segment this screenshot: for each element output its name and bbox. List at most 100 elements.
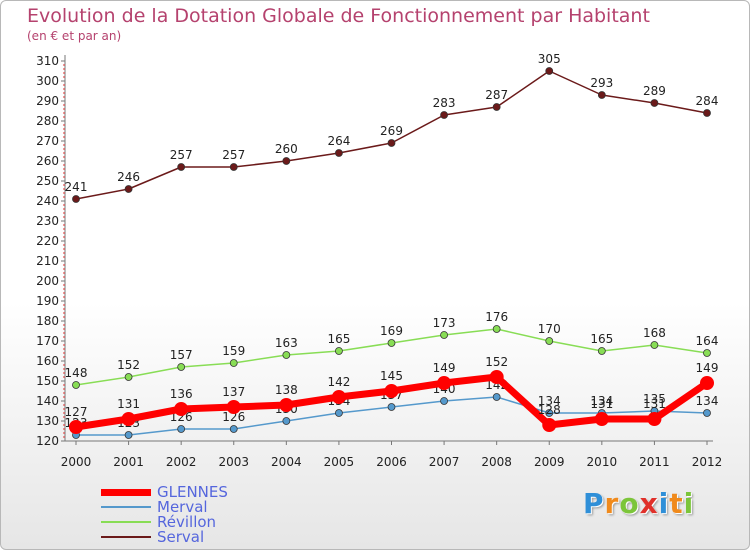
data-label: 168 xyxy=(643,326,666,340)
logo-letter: t xyxy=(669,487,684,520)
data-label: 260 xyxy=(275,142,298,156)
data-label: 269 xyxy=(380,124,403,138)
legend-swatch xyxy=(101,536,151,538)
data-label: 126 xyxy=(222,410,245,424)
logo-letter: P xyxy=(583,487,605,520)
x-tick-label: 2005 xyxy=(324,455,355,469)
legend-label: Serval xyxy=(157,528,205,546)
data-point xyxy=(700,376,714,390)
data-label: 164 xyxy=(696,334,719,348)
y-tick-label: 220 xyxy=(36,234,59,248)
data-point xyxy=(384,384,399,398)
chart-legend: GLENNES Merval Révillon Serval xyxy=(101,483,301,546)
y-tick-label: 240 xyxy=(36,194,59,208)
data-label: 284 xyxy=(696,94,719,108)
data-point xyxy=(387,339,396,347)
data-point xyxy=(440,397,448,405)
data-point xyxy=(545,67,554,75)
logo-letter: i xyxy=(683,487,695,520)
data-label: 163 xyxy=(275,336,298,350)
data-label: 165 xyxy=(590,332,613,346)
y-tick-label: 170 xyxy=(36,334,59,348)
data-label: 131 xyxy=(117,397,140,411)
data-label: 142 xyxy=(327,375,350,389)
data-label: 131 xyxy=(643,397,666,411)
logo-letter: x xyxy=(639,487,659,520)
data-label: 152 xyxy=(485,355,508,369)
data-point xyxy=(489,370,504,384)
y-tick-label: 300 xyxy=(36,74,59,88)
data-point xyxy=(124,431,133,439)
y-tick-label: 140 xyxy=(36,394,59,408)
data-label: 137 xyxy=(222,385,245,399)
chart-title: Evolution de la Dotation Globale de Fonc… xyxy=(27,5,650,27)
data-label: 131 xyxy=(590,397,613,411)
data-point xyxy=(440,111,448,119)
data-point xyxy=(279,398,294,412)
data-point xyxy=(72,195,80,203)
data-label: 134 xyxy=(696,394,719,408)
data-label: 135 xyxy=(643,392,666,406)
data-label: 257 xyxy=(170,148,193,162)
data-point xyxy=(335,347,343,355)
data-label: 159 xyxy=(222,344,245,358)
data-point xyxy=(387,403,396,411)
y-tick-label: 200 xyxy=(36,274,59,288)
data-label: 152 xyxy=(117,358,140,372)
logo-letter: o xyxy=(619,487,640,520)
x-tick-label: 2008 xyxy=(481,455,512,469)
data-point xyxy=(650,99,659,107)
data-point xyxy=(282,417,291,425)
data-point xyxy=(335,409,343,417)
x-tick-label: 2002 xyxy=(166,455,197,469)
data-label: 169 xyxy=(380,324,403,338)
data-point xyxy=(437,376,452,390)
y-tick-label: 310 xyxy=(36,54,59,68)
legend-swatch xyxy=(101,521,151,523)
data-point xyxy=(124,185,133,193)
legend-item: Serval xyxy=(101,528,301,546)
data-label: 127 xyxy=(65,405,88,419)
y-tick-label: 250 xyxy=(36,174,59,188)
data-point xyxy=(282,351,291,359)
data-point xyxy=(331,390,346,404)
legend-item: Révillon xyxy=(101,513,301,531)
data-label: 148 xyxy=(65,366,88,380)
data-label: 283 xyxy=(433,96,456,110)
data-point xyxy=(229,163,238,171)
data-point xyxy=(282,157,291,165)
y-tick-label: 290 xyxy=(36,94,59,108)
data-label: 157 xyxy=(170,348,193,362)
data-point xyxy=(69,420,83,434)
data-point xyxy=(335,149,343,157)
data-point xyxy=(72,381,80,389)
x-tick-label: 2004 xyxy=(271,455,302,469)
x-tick-label: 2001 xyxy=(113,455,144,469)
data-point xyxy=(703,109,711,117)
x-tick-label: 2007 xyxy=(429,455,460,469)
data-label: 176 xyxy=(485,310,508,324)
data-label: 289 xyxy=(643,84,666,98)
data-point xyxy=(124,373,133,381)
data-point xyxy=(229,359,238,367)
data-point xyxy=(597,91,606,99)
data-label: 136 xyxy=(170,387,193,401)
legend-swatch xyxy=(101,488,151,496)
data-point xyxy=(229,425,238,433)
data-point xyxy=(492,325,501,333)
logo-letter: r xyxy=(604,487,620,520)
data-point xyxy=(226,400,241,414)
data-label: 149 xyxy=(433,361,456,375)
data-label: 173 xyxy=(433,316,456,330)
y-tick-label: 160 xyxy=(36,354,59,368)
data-label: 170 xyxy=(538,322,561,336)
legend-label: Révillon xyxy=(157,513,217,531)
data-point xyxy=(647,412,662,426)
data-point xyxy=(650,341,659,349)
data-label: 305 xyxy=(538,52,561,66)
y-tick-label: 260 xyxy=(36,154,59,168)
y-tick-label: 210 xyxy=(36,254,59,268)
legend-label: GLENNES xyxy=(157,483,228,501)
data-point xyxy=(177,425,186,433)
